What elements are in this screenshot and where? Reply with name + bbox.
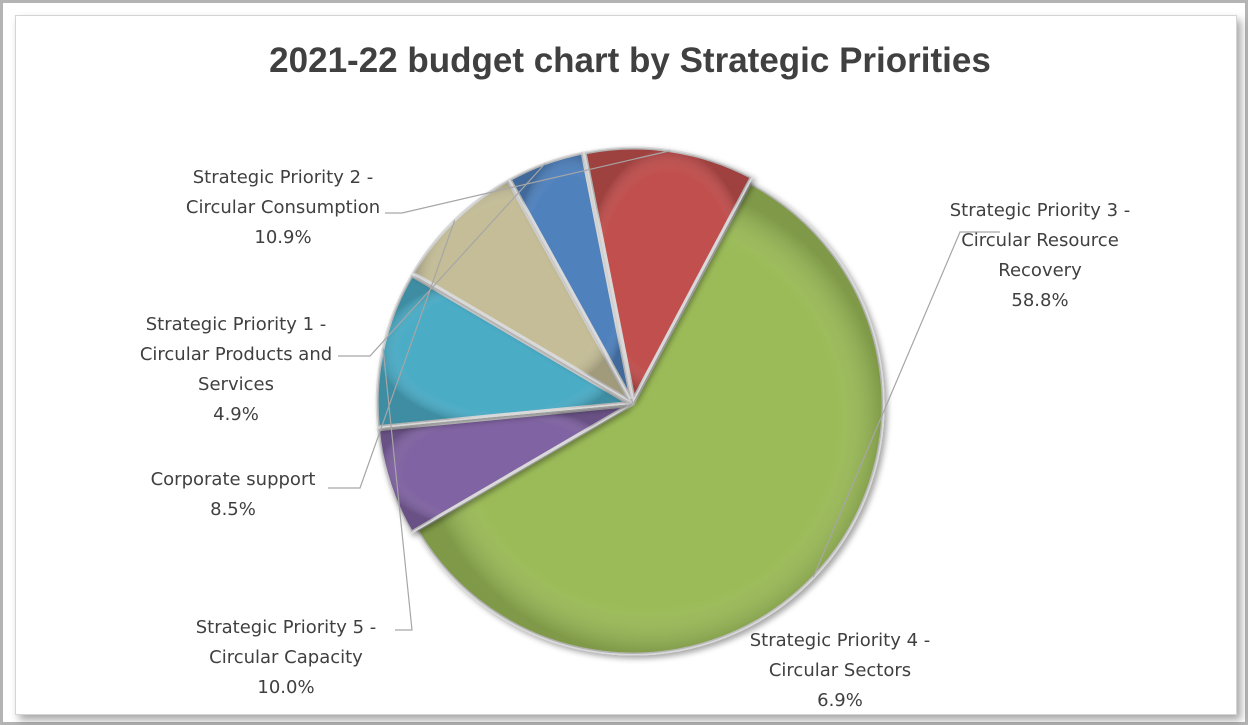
pie-slice-bevel <box>378 405 628 533</box>
pie-slices <box>375 146 885 656</box>
data-label-line: Circular Sectors <box>769 660 911 681</box>
data-labels: Strategic Priority 3 - Circular Resource R… <box>140 167 1130 711</box>
data-label-line: Strategic Priority 3 - <box>950 200 1131 221</box>
data-label-value: 8.5% <box>210 499 256 520</box>
data-label-value: 10.9% <box>254 227 311 248</box>
data-label-value: 10.0% <box>257 677 314 698</box>
data-label-line: Corporate support <box>151 469 316 490</box>
data-label: Corporate support 8.5% <box>151 469 316 520</box>
data-label-line: Circular Products and <box>140 344 332 365</box>
pie-slice-bevel <box>417 183 884 655</box>
pie-slice-group <box>415 181 885 656</box>
leader-line <box>812 231 1000 578</box>
data-label: Strategic Priority 5 - Circular Capacity 1… <box>196 617 377 698</box>
data-label-line: Strategic Priority 2 - <box>193 167 374 188</box>
leader-lines <box>328 150 1000 631</box>
data-label-value: 4.9% <box>213 404 259 425</box>
pie-slice-group <box>376 404 629 535</box>
chart-title: 2021-22 budget chart by Strategic Priori… <box>269 41 991 80</box>
pie-slice-group <box>583 146 754 403</box>
pie-slice-bevel <box>585 148 752 399</box>
data-label: Strategic Priority 2 - Circular Consumpti… <box>186 167 380 248</box>
data-label-line: Circular Consumption <box>186 197 380 218</box>
data-label-line: Strategic Priority 1 - <box>146 314 327 335</box>
pie-slice-group <box>375 273 632 429</box>
data-label-line: Recovery <box>998 260 1082 281</box>
leader-line <box>328 220 456 489</box>
data-label-line: Services <box>198 374 274 395</box>
data-label-value: 58.8% <box>1011 290 1068 311</box>
pie-slice-bevel <box>510 153 631 399</box>
data-label-line: Strategic Priority 4 - <box>750 630 931 651</box>
leader-line <box>385 150 671 214</box>
leader-line <box>382 348 413 631</box>
data-label-line: Strategic Priority 5 - <box>196 617 377 638</box>
data-label: Strategic Priority 3 - Circular Resource R… <box>950 200 1131 311</box>
data-label-line: Circular Capacity <box>209 647 363 668</box>
pie-slice-bevel <box>413 180 629 400</box>
data-label-line: Circular Resource <box>961 230 1119 251</box>
leader-line <box>338 163 546 357</box>
data-label: Strategic Priority 4 - Circular Sectors 6.… <box>750 630 931 711</box>
data-label: Strategic Priority 1 - Circular Products … <box>140 314 332 425</box>
data-label-value: 6.9% <box>817 690 863 711</box>
pie-slice-bevel <box>377 275 628 427</box>
